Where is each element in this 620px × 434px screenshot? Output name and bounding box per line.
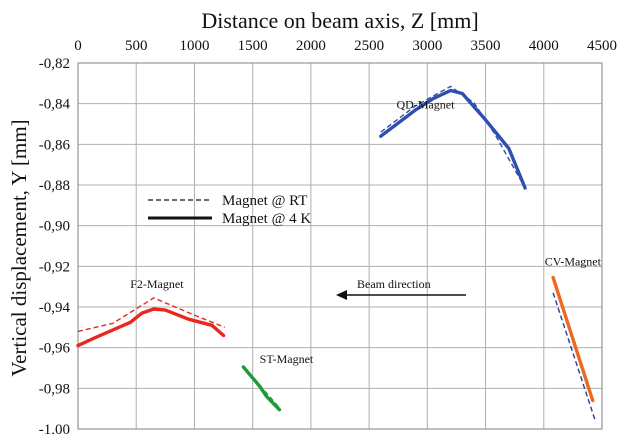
x-tick-label: 4000: [529, 38, 559, 54]
y-tick-label: -0,82: [39, 56, 70, 72]
y-tick-label: -0,92: [39, 259, 70, 275]
qd-magnet-label: QD-Magnet: [396, 97, 455, 111]
x-tick-label: 0: [74, 38, 82, 54]
grid: [77, 62, 603, 430]
f2-magnet-4k-line: [76, 307, 226, 348]
x-tick-label: 500: [125, 38, 148, 54]
x-tick-label: 4500: [587, 38, 617, 54]
legend: Magnet @ RT Magnet @ 4 K: [148, 193, 311, 227]
legend-4k-label: Magnet @ 4 K: [222, 211, 311, 227]
x-tick-label: 2000: [296, 38, 326, 54]
y-tick-labels: -0,82 -0,84 -0,86 -0,88 -0,90 -0,92 -0,94 -0,96…: [39, 56, 71, 434]
series-layer: [76, 85, 596, 421]
y-tick-label: -0,90: [39, 219, 70, 235]
beam-direction-label: Beam direction: [357, 277, 431, 291]
magnet-labels: F2-Magnet ST-Magnet QD-Magnet CV-Magnet: [130, 97, 601, 365]
beam-direction-annotation: Beam direction: [336, 277, 466, 300]
x-tick-label: 3000: [412, 38, 442, 54]
legend-rt-label: Magnet @ RT: [222, 193, 307, 209]
y-tick-label: -0,96: [39, 341, 71, 357]
qd-magnet-rt-line: [380, 85, 526, 189]
y-tick-label: -0,98: [39, 381, 70, 397]
x-axis-title: Distance on beam axis, Z [mm]: [201, 8, 478, 33]
x-tick-label: 1000: [179, 38, 209, 54]
cv-magnet-rt-line: [552, 292, 596, 421]
beam-direction-arrowhead: [336, 290, 347, 300]
x-tick-label: 3500: [471, 38, 501, 54]
y-tick-label: -0,84: [39, 97, 71, 113]
f2-magnet-rt-line: [77, 297, 225, 333]
plot-frame: [77, 62, 603, 430]
x-tick-label: 2500: [354, 38, 384, 54]
y-axis-title: Vertical displacement, Y [mm]: [7, 119, 31, 376]
st-magnet-rt-line: [242, 366, 280, 409]
st-magnet-label: ST-Magnet: [260, 352, 314, 366]
cv-magnet-4k-line: [551, 275, 595, 403]
y-tick-label: -1,00: [39, 422, 70, 434]
y-tick-label: -0,86: [39, 137, 71, 153]
y-tick-label: -0,88: [39, 178, 70, 194]
x-tick-label: 1500: [238, 38, 268, 54]
x-tick-labels: 0 500 1000 1500 2000 2500 3000 3500 4000 4500: [74, 38, 617, 54]
qd-magnet-4k-line: [379, 88, 527, 190]
f2-magnet-label: F2-Magnet: [130, 277, 184, 291]
y-tick-label: -0,94: [39, 300, 71, 316]
cv-magnet-label: CV-Magnet: [545, 255, 602, 269]
